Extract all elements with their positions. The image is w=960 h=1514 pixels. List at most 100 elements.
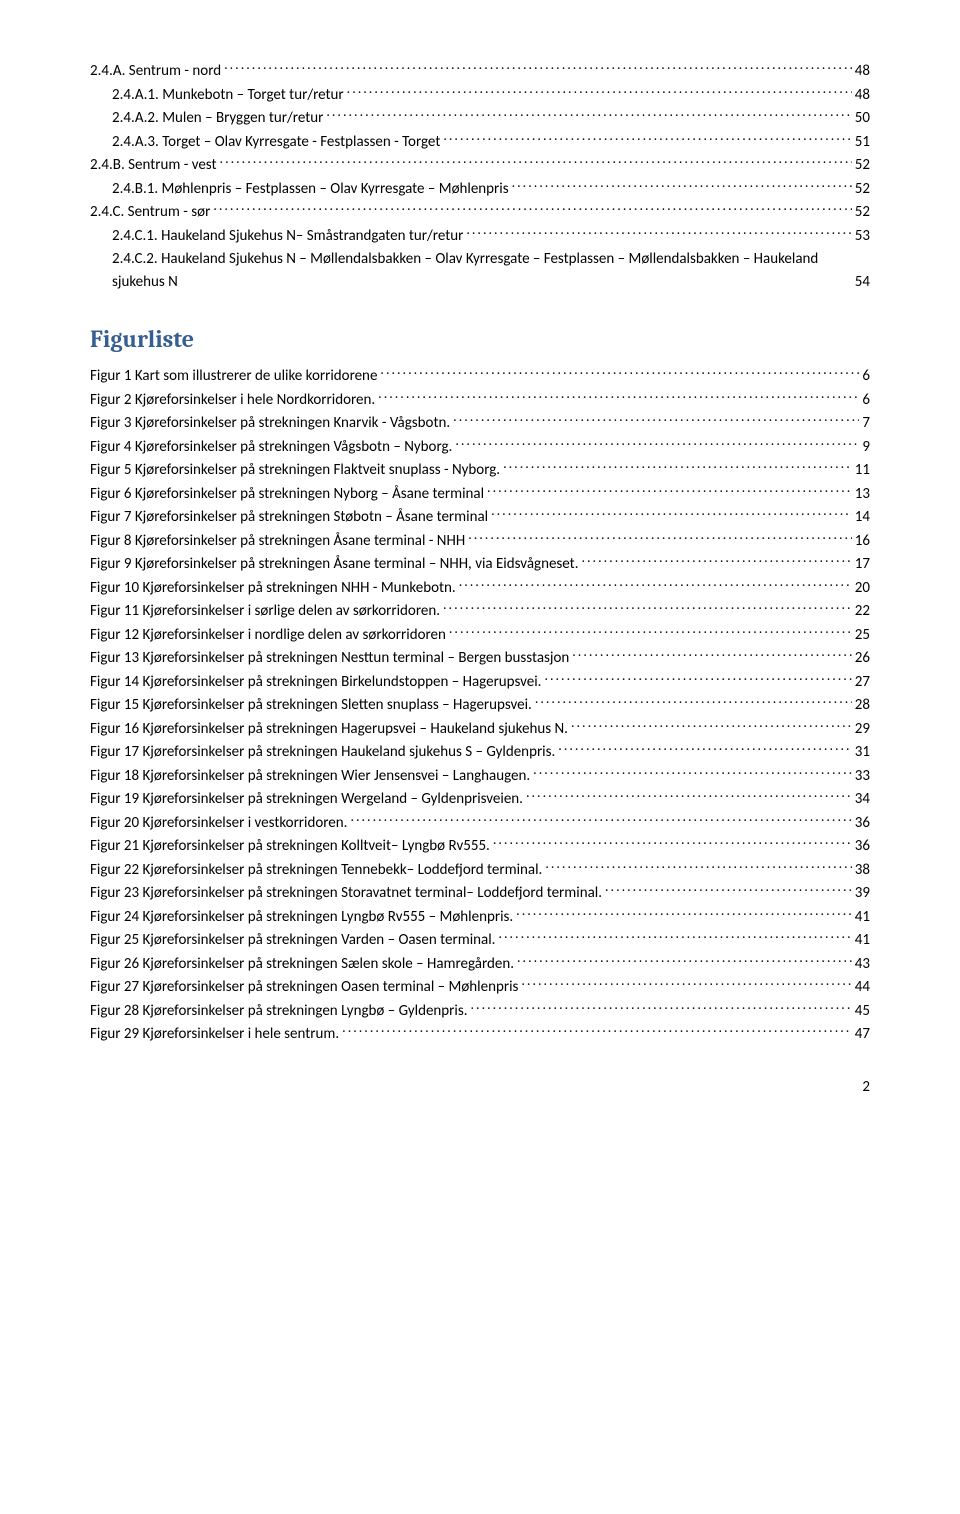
toc-entry-label: Figur 29 Kjøreforsinkelser i hele sentru… — [90, 1023, 339, 1046]
toc-leader-dots — [491, 506, 852, 521]
toc-entry: Figur 23 Kjøreforsinkelser på strekninge… — [90, 882, 870, 905]
toc-leader-dots — [350, 812, 851, 827]
toc-entry-label: Figur 5 Kjøreforsinkelser på strekningen… — [90, 459, 500, 482]
toc-entry-label: Figur 13 Kjøreforsinkelser på strekninge… — [90, 647, 569, 670]
toc-entry-label: 2.4.A.3. Torget – Olav Kyrresgate - Fest… — [112, 131, 440, 154]
toc-entry: 2.4.A.2. Mulen – Bryggen tur/retur50 — [90, 107, 870, 130]
toc-leader-dots — [535, 694, 852, 709]
toc-entry-label: Figur 10 Kjøreforsinkelser på strekninge… — [90, 577, 456, 600]
toc-entry-page: 6 — [862, 389, 870, 412]
toc-entry-page: 27 — [855, 671, 870, 694]
figurliste-section: Figur 1 Kart som illustrerer de ulike ko… — [90, 365, 870, 1046]
toc-entry-page: 38 — [855, 859, 870, 882]
toc-entry-label: Figur 28 Kjøreforsinkelser på strekninge… — [90, 1000, 468, 1023]
toc-entry-page: 44 — [855, 976, 870, 999]
toc-entry-label: Figur 1 Kart som illustrerer de ulike ko… — [90, 365, 377, 388]
toc-leader-dots — [380, 365, 859, 380]
toc-leader-dots — [545, 859, 851, 874]
toc-entry: Figur 5 Kjøreforsinkelser på strekningen… — [90, 459, 870, 482]
toc-leader-dots — [605, 882, 852, 897]
toc-entry: Figur 7 Kjøreforsinkelser på strekningen… — [90, 506, 870, 529]
toc-entry: Figur 27 Kjøreforsinkelser på strekninge… — [90, 976, 870, 999]
toc-entry-label: 2.4.B. Sentrum - vest — [90, 154, 217, 177]
toc-entry-label: Figur 24 Kjøreforsinkelser på strekninge… — [90, 906, 513, 929]
page-number: 2 — [90, 1076, 870, 1099]
toc-entry-label: Figur 2 Kjøreforsinkelser i hele Nordkor… — [90, 389, 375, 412]
toc-entry-page: 43 — [855, 953, 870, 976]
toc-entry-label: 2.4.A. Sentrum - nord — [90, 60, 221, 83]
toc-entry-page: 7 — [862, 412, 870, 435]
toc-entry-label: 2.4.A.2. Mulen – Bryggen tur/retur — [112, 107, 323, 130]
toc-entry-label: Figur 26 Kjøreforsinkelser på strekninge… — [90, 953, 514, 976]
toc-entry-label: Figur 20 Kjøreforsinkelser i vestkorrido… — [90, 812, 347, 835]
toc-entry-page: 53 — [855, 225, 870, 248]
toc-leader-dots — [533, 765, 852, 780]
toc-entry-page: 6 — [862, 365, 870, 388]
toc-entry-page: 51 — [855, 131, 870, 154]
toc-entry-label: Figur 8 Kjøreforsinkelser på strekningen… — [90, 530, 465, 553]
toc-leader-dots — [468, 530, 852, 545]
toc-entry-label: Figur 9 Kjøreforsinkelser på strekningen… — [90, 553, 578, 576]
toc-entry: Figur 12 Kjøreforsinkelser i nordlige de… — [90, 624, 870, 647]
toc-entry: Figur 28 Kjøreforsinkelser på strekninge… — [90, 1000, 870, 1023]
toc-entry: 2.4.B. Sentrum - vest52 — [90, 154, 870, 177]
toc-entry: Figur 8 Kjøreforsinkelser på strekningen… — [90, 530, 870, 553]
toc-entry-page: 34 — [855, 788, 870, 811]
toc-entry-page: 26 — [855, 647, 870, 670]
toc-leader-dots — [558, 741, 852, 756]
toc-entry: Figur 29 Kjøreforsinkelser i hele sentru… — [90, 1023, 870, 1046]
toc-entry-label: Figur 4 Kjøreforsinkelser på strekningen… — [90, 436, 452, 459]
toc-entry-page: 48 — [855, 60, 870, 83]
toc-entry: Figur 13 Kjøreforsinkelser på strekninge… — [90, 647, 870, 670]
toc-leader-dots — [471, 1000, 852, 1015]
toc-entry: 2.4.C. Sentrum - sør52 — [90, 201, 870, 224]
toc-leader-dots — [326, 107, 851, 122]
toc-entry-page: 9 — [862, 436, 870, 459]
toc-leader-dots — [521, 976, 851, 991]
toc-entry: Figur 1 Kart som illustrerer de ulike ko… — [90, 365, 870, 388]
toc-entry-label: Figur 14 Kjøreforsinkelser på strekninge… — [90, 671, 541, 694]
toc-leader-dots — [487, 483, 852, 498]
toc-leader-dots — [571, 718, 852, 733]
toc-entry-page: 17 — [855, 553, 870, 576]
toc-entry: Figur 14 Kjøreforsinkelser på strekninge… — [90, 671, 870, 694]
toc-entry: Figur 19 Kjøreforsinkelser på strekninge… — [90, 788, 870, 811]
toc-leader-dots — [516, 906, 852, 921]
toc-leader-dots — [443, 600, 852, 615]
toc-entry: Figur 21 Kjøreforsinkelser på strekninge… — [90, 835, 870, 858]
toc-entry-page: 54 — [855, 271, 870, 294]
toc-entry-page: 20 — [855, 577, 870, 600]
toc-entry: 2.4.B.1. Møhlenpris – Festplassen – Olav… — [90, 178, 870, 201]
toc-entry-page: 41 — [855, 906, 870, 929]
toc-entry-label: Figur 25 Kjøreforsinkelser på strekninge… — [90, 929, 495, 952]
toc-entry: Figur 15 Kjøreforsinkelser på strekninge… — [90, 694, 870, 717]
toc-entry-page: 29 — [855, 718, 870, 741]
toc-entry-page: 47 — [855, 1023, 870, 1046]
toc-leader-dots — [581, 553, 851, 568]
toc-entry-page: 14 — [855, 506, 870, 529]
toc-entry-page: 36 — [855, 812, 870, 835]
toc-entry-label: Figur 18 Kjøreforsinkelser på strekninge… — [90, 765, 530, 788]
toc-entry-label: Figur 21 Kjøreforsinkelser på strekninge… — [90, 835, 490, 858]
toc-entry-page: 45 — [855, 1000, 870, 1023]
toc-entry: 2.4.A.3. Torget – Olav Kyrresgate - Fest… — [90, 131, 870, 154]
toc-entry: Figur 18 Kjøreforsinkelser på strekninge… — [90, 765, 870, 788]
toc-entry: Figur 4 Kjøreforsinkelser på strekningen… — [90, 436, 870, 459]
toc-entry-label: Figur 3 Kjøreforsinkelser på strekningen… — [90, 412, 450, 435]
toc-entry-page: 39 — [855, 882, 870, 905]
toc-entry: Figur 10 Kjøreforsinkelser på strekninge… — [90, 577, 870, 600]
toc-leader-dots — [220, 154, 852, 169]
toc-entry-label: Figur 17 Kjøreforsinkelser på strekninge… — [90, 741, 555, 764]
toc-entry-label: Figur 27 Kjøreforsinkelser på strekninge… — [90, 976, 518, 999]
toc-entry: Figur 20 Kjøreforsinkelser i vestkorrido… — [90, 812, 870, 835]
toc-leader-dots — [347, 84, 852, 99]
toc-leader-dots — [572, 647, 852, 662]
toc-entry-page: 25 — [855, 624, 870, 647]
toc-entry: Figur 17 Kjøreforsinkelser på strekninge… — [90, 741, 870, 764]
toc-entry: Figur 22 Kjøreforsinkelser på strekninge… — [90, 859, 870, 882]
toc-entry-label: Figur 23 Kjøreforsinkelser på strekninge… — [90, 882, 602, 905]
toc-entry: Figur 26 Kjøreforsinkelser på strekninge… — [90, 953, 870, 976]
toc-entry-page: 13 — [855, 483, 870, 506]
toc-leader-dots — [544, 671, 851, 686]
toc-entry-page: 31 — [855, 741, 870, 764]
